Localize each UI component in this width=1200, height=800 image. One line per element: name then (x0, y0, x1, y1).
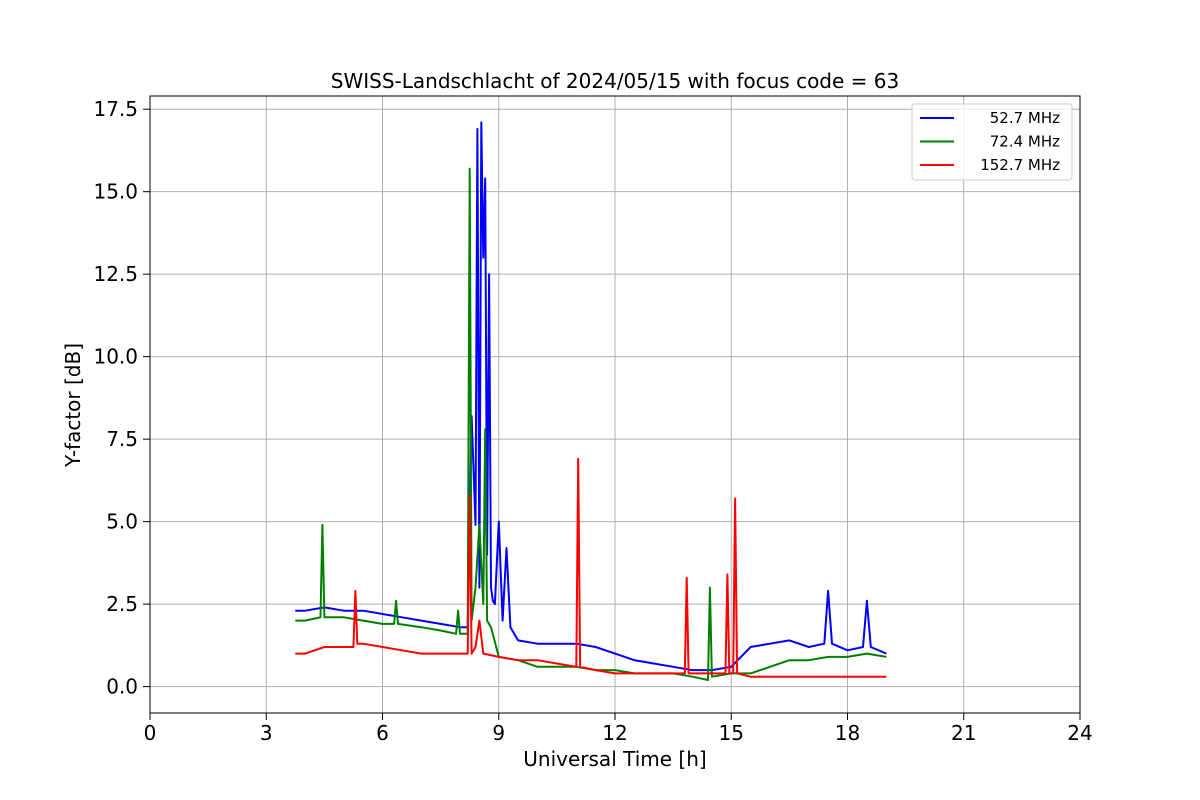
legend-label: 152.7 MHz (980, 156, 1060, 174)
x-tick-label: 0 (144, 721, 157, 745)
y-tick-label: 10.0 (93, 345, 138, 369)
series-line-0 (295, 121, 887, 672)
chart-title: SWISS-Landschlacht of 2024/05/15 with fo… (331, 69, 899, 93)
series-line-1 (295, 167, 887, 681)
y-tick-label: 0.0 (106, 675, 138, 699)
x-tick-label: 3 (260, 721, 273, 745)
y-tick-label: 7.5 (106, 427, 138, 451)
legend-box (911, 103, 1073, 181)
series-group (295, 121, 887, 681)
y-tick-label: 12.5 (93, 262, 138, 286)
y-tick-label: 17.5 (93, 97, 138, 121)
y-axis-label: Y-factor [dB] (61, 343, 85, 468)
legend-label: 52.7 MHz (990, 109, 1060, 127)
legend: 52.7 MHz 72.4 MHz 152.7 MHz (911, 103, 1073, 181)
series-line-2 (295, 457, 887, 678)
x-tick-label: 6 (376, 721, 389, 745)
x-axis-label: Universal Time [h] (523, 747, 706, 771)
y-tick-label: 2.5 (106, 592, 138, 616)
y-axis: 0.0 2.5 5.0 7.5 10.0 12.5 15.0 17.5 (93, 97, 150, 699)
x-tick-label: 24 (1067, 721, 1092, 745)
x-tick-label: 21 (951, 721, 976, 745)
y-tick-label: 5.0 (106, 510, 138, 534)
x-tick-label: 12 (602, 721, 627, 745)
legend-label: 72.4 MHz (990, 133, 1060, 151)
x-tick-label: 9 (492, 721, 505, 745)
y-tick-label: 15.0 (93, 180, 138, 204)
x-tick-label: 18 (835, 721, 860, 745)
x-axis: 0 3 6 9 12 15 18 21 24 (144, 713, 1093, 745)
x-tick-label: 15 (719, 721, 744, 745)
